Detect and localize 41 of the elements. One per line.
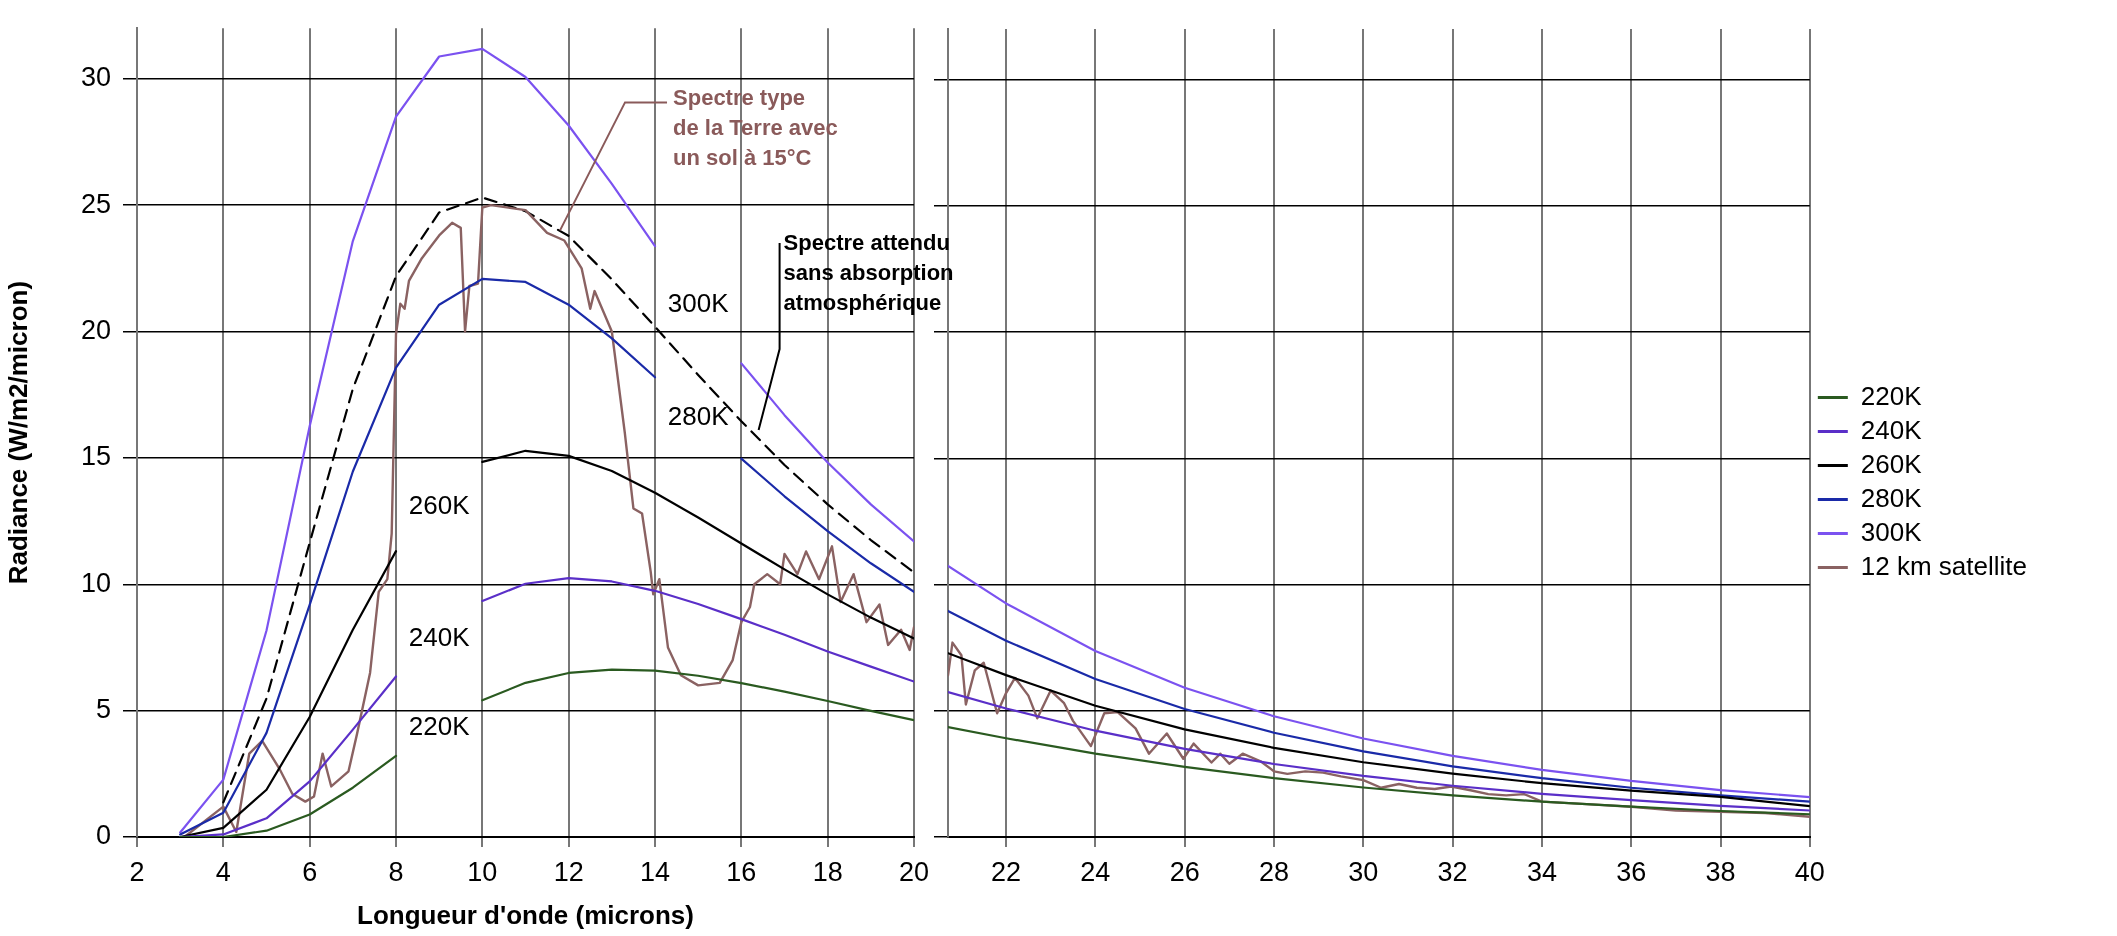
annotation: Spectre attendu sans absorption atmosphérique [783,230,954,316]
x-tick-label: 4 [215,856,231,887]
legend-label: 280K [1860,482,1923,513]
legend-label: 240K [1860,414,1923,445]
x-tick-label: 12 [553,856,584,887]
x-tick-label: 30 [1348,856,1379,887]
x-tick-label: 34 [1526,856,1557,887]
y-axis-title: Radiance (W/m2/micron) [2,280,33,585]
y-tick-label: 25 [80,188,111,219]
x-tick-label: 26 [1169,856,1200,887]
y-tick-label: 0 [95,820,111,851]
x-tick-label: 40 [1794,856,1825,887]
x-tick-label: 14 [639,856,671,887]
x-tick-label: 20 [898,856,930,887]
y-tick-label: 15 [80,441,111,472]
x-axis-title: Longueur d'onde (microns) [357,899,694,930]
x-tick-label: 8 [388,856,404,887]
legend-label: 300K [1860,516,1923,547]
series-label: 300K [667,287,730,318]
y-tick-label: 20 [80,314,111,345]
y-tick-label: 30 [80,62,111,93]
x-tick-label: 10 [467,856,498,887]
x-tick-label: 28 [1258,856,1289,887]
x-tick-label: 6 [302,856,318,887]
x-tick-label: 38 [1705,856,1736,887]
series-label: 240K [408,621,471,652]
legend-label: 260K [1860,448,1923,479]
x-tick-label: 24 [1080,856,1111,887]
legend-label: 12 km satellite [1860,550,2028,581]
x-tick-label: 16 [726,856,757,887]
legend-label: 220K [1860,380,1923,411]
x-tick-label: 32 [1437,856,1468,887]
x-tick-label: 2 [129,856,145,887]
y-tick-label: 5 [95,694,111,725]
series-label: 280K [667,401,730,432]
x-tick-label: 36 [1616,856,1647,887]
series-label: 220K [408,711,471,742]
series-label: 260K [408,489,471,520]
y-tick-label: 10 [80,567,111,598]
x-tick-label: 18 [812,856,843,887]
x-tick-label: 22 [991,856,1022,887]
